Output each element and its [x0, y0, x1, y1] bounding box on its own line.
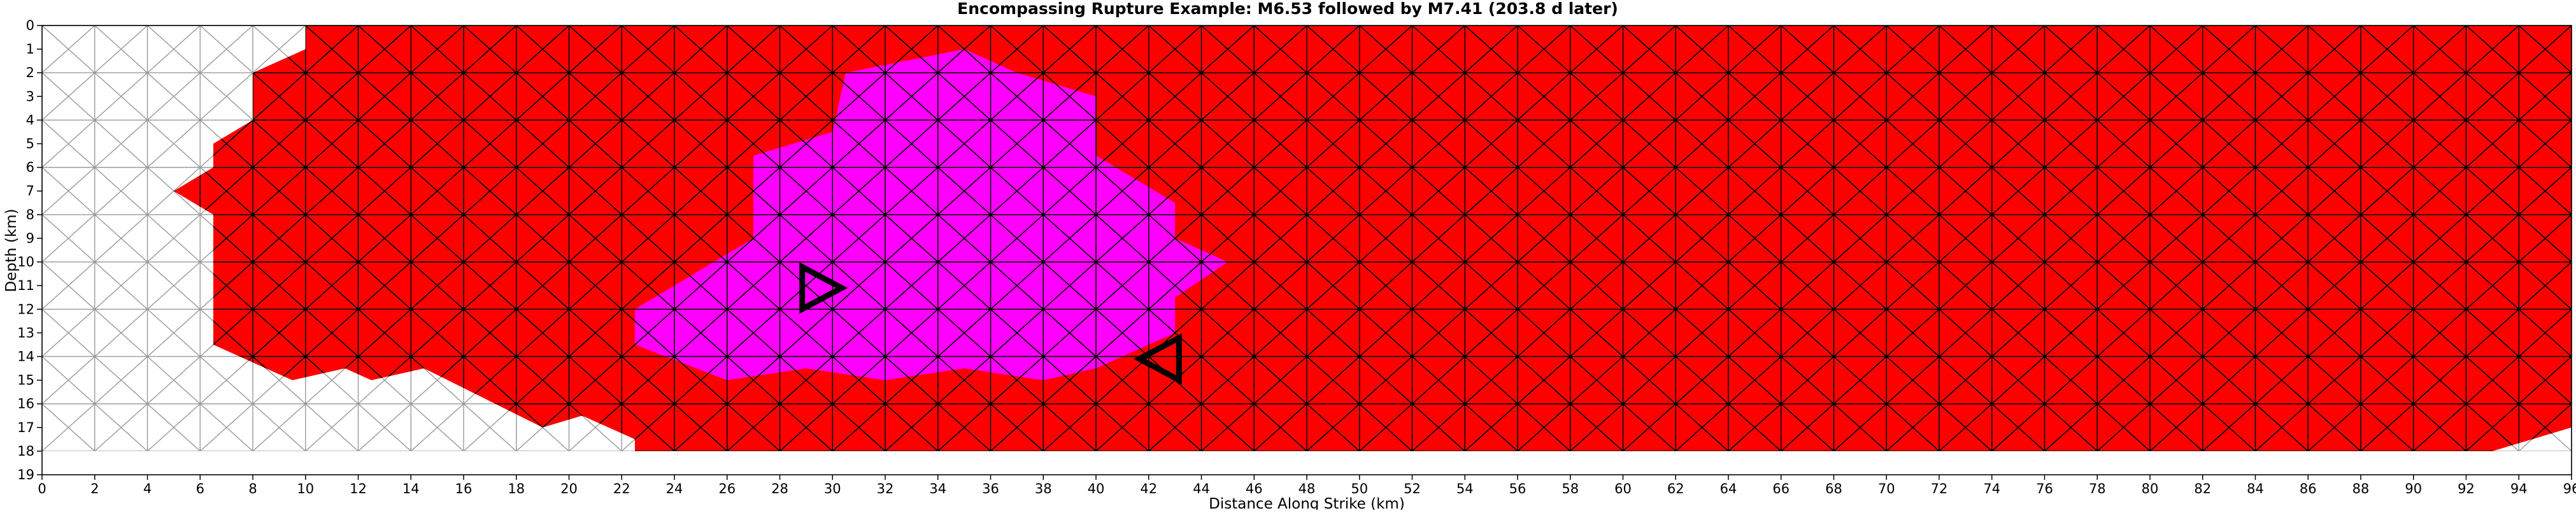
x-tick-label: 10	[297, 481, 314, 496]
y-tick-label: 10	[17, 254, 34, 270]
x-tick-label: 70	[1878, 481, 1895, 496]
y-tick-label: 8	[26, 207, 34, 222]
x-tick-label: 52	[1404, 481, 1421, 496]
y-tick-label: 18	[17, 444, 34, 459]
y-tick-label: 3	[26, 89, 34, 104]
chart-title: Encompassing Rupture Example: M6.53 foll…	[957, 0, 1618, 18]
x-tick-label: 68	[1825, 481, 1842, 496]
y-tick-label: 1	[26, 41, 34, 57]
x-tick-label: 36	[982, 481, 999, 496]
x-tick-label: 46	[1246, 481, 1263, 496]
y-tick-label: 12	[17, 301, 34, 317]
x-tick-label: 96	[2563, 481, 2576, 496]
x-tick-label: 2	[90, 481, 99, 496]
rupture-patch-m7-41	[173, 25, 2572, 451]
y-tick-label: 4	[26, 112, 34, 127]
x-tick-label: 86	[2300, 481, 2317, 496]
y-tick-label: 13	[17, 325, 34, 340]
hypocenter-marker-m6-53	[799, 262, 848, 314]
x-tick-label: 8	[248, 481, 257, 496]
y-tick-label: 6	[26, 160, 34, 175]
y-tick-label: 2	[26, 65, 34, 80]
x-tick-label: 78	[2089, 481, 2106, 496]
x-tick-label: 30	[824, 481, 841, 496]
x-axis-label: Distance Along Strike (km)	[1209, 496, 1405, 510]
x-tick-label: 24	[666, 481, 683, 496]
x-tick-label: 38	[1035, 481, 1052, 496]
x-tick-label: 56	[1509, 481, 1526, 496]
y-tick-label: 15	[17, 373, 34, 388]
y-tick-label: 17	[17, 420, 34, 435]
x-tick-label: 0	[38, 481, 46, 496]
hypocenter-marker-m7-41	[1133, 333, 1182, 385]
x-tick-label: 4	[143, 481, 152, 496]
x-tick-label: 44	[1193, 481, 1210, 496]
mesh-lines-ruptured	[173, 25, 2572, 451]
y-axis-label: Depth (km)	[3, 208, 20, 292]
x-tick-label: 18	[508, 481, 525, 496]
x-tick-label: 20	[560, 481, 578, 496]
y-tick-label: 9	[26, 231, 34, 246]
x-tick-label: 48	[1299, 481, 1316, 496]
x-tick-label: 34	[929, 481, 946, 496]
x-tick-label: 62	[1667, 481, 1684, 496]
x-tick-label: 64	[1720, 481, 1737, 496]
x-tick-label: 14	[402, 481, 420, 496]
y-tick-label: 14	[17, 349, 34, 364]
x-tick-label: 16	[455, 481, 473, 496]
x-tick-label: 32	[877, 481, 894, 496]
x-tick-label: 28	[771, 481, 788, 496]
y-tick-label: 16	[17, 396, 34, 412]
x-tick-label: 60	[1614, 481, 1632, 496]
x-tick-label: 90	[2405, 481, 2422, 496]
x-tick-label: 50	[1351, 481, 1368, 496]
x-tick-label: 92	[2458, 481, 2475, 496]
y-tick-label: 19	[17, 467, 34, 482]
plot-area	[41, 25, 2572, 475]
x-tick-label: 26	[718, 481, 736, 496]
x-tick-label: 80	[2142, 481, 2159, 496]
x-tick-label: 74	[1983, 481, 2000, 496]
y-tick-label: 5	[26, 136, 34, 152]
x-tick-label: 12	[350, 481, 367, 496]
x-tick-label: 66	[1772, 481, 1790, 496]
x-tick-label: 94	[2510, 481, 2528, 496]
y-tick-label: 11	[17, 278, 34, 293]
x-tick-label: 76	[2036, 481, 2053, 496]
x-tick-label: 54	[1456, 481, 1474, 496]
x-tick-label: 88	[2352, 481, 2370, 496]
x-tick-label: 22	[613, 481, 630, 496]
x-tick-label: 40	[1088, 481, 1105, 496]
x-tick-label: 58	[1562, 481, 1579, 496]
x-tick-label: 82	[2194, 481, 2211, 496]
x-tick-label: 42	[1140, 481, 1157, 496]
x-tick-label: 6	[196, 481, 204, 496]
x-tick-label: 84	[2247, 481, 2264, 496]
y-tick-label: 7	[26, 184, 34, 199]
x-axis-ticks: 0 2 4 6 8 10 12 14 16 18 20 22 24 26 28 30 32 34 36 38 40 42 4…	[38, 475, 2576, 496]
y-tick-label: 0	[26, 18, 34, 33]
x-tick-label: 72	[1931, 481, 1948, 496]
